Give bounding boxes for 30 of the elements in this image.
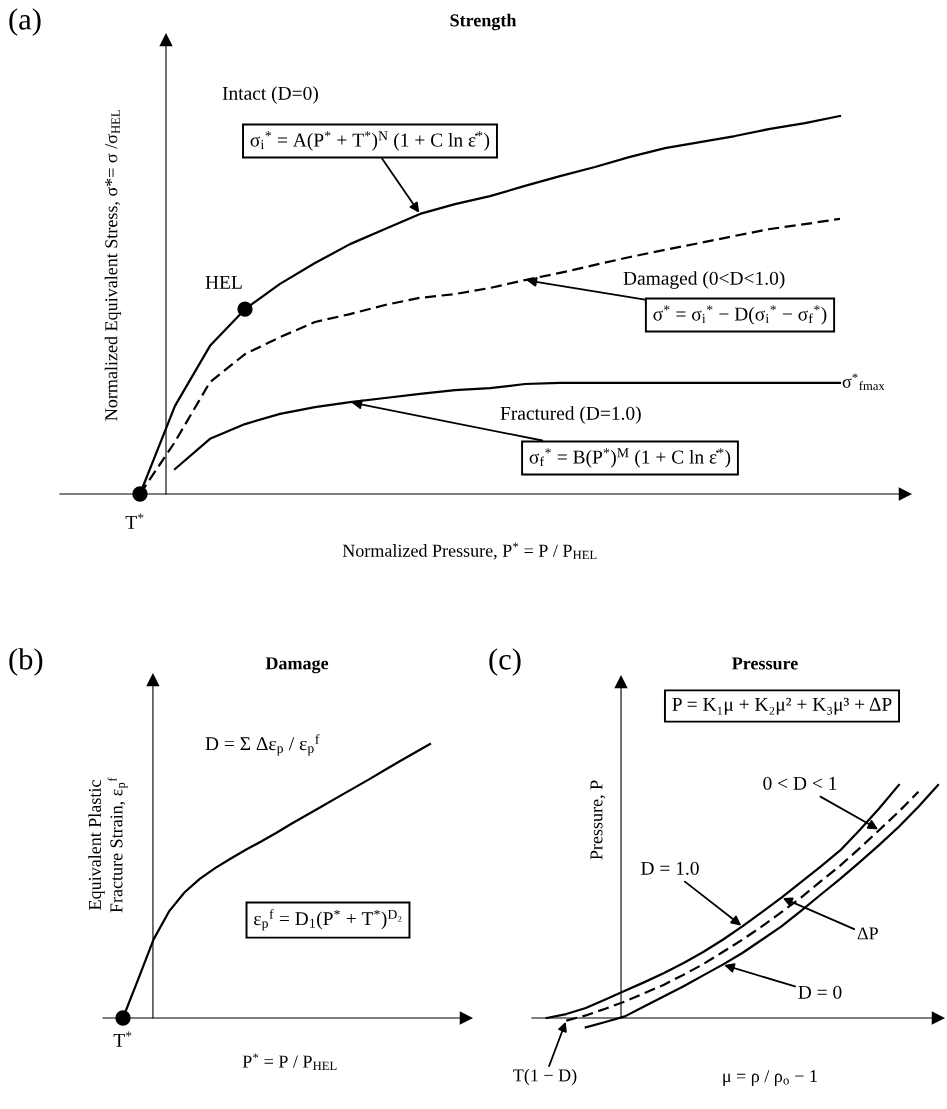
x-axis-title: μ = ρ / ρ$_{o}$ − 1 <box>723 1070 817 1086</box>
x-axis-title: Normalized Pressure, P$^{*}$ = P / P$_{HEL}$ <box>342 542 597 560</box>
text: T$^{*}$ <box>113 1031 132 1047</box>
annotation: ΔP <box>857 927 878 940</box>
annotation: σ$^{*}$$_{fmax}$ <box>842 373 885 391</box>
chart-title: Pressure <box>732 657 798 670</box>
text: Intact (D=0) <box>222 86 318 104</box>
text: P = K₁μ + K₂μ² + K₃μ³ + ΔP <box>672 697 892 715</box>
text: (a) <box>9 8 41 36</box>
text: σ$_{f}$$^{*}$ = B(P$^{*}$)$^{M}$ (1 + C ln ε̇$^{*}$) <box>529 448 731 468</box>
text: ε$_{p}$$^{f}$ = D$_{1}$(P$^{*}$ + T$^{*}$)$^{D₂}$ <box>254 909 402 931</box>
series-label: Damaged (0<D<1.0) <box>623 271 785 289</box>
y-axis-title: Equivalent Plastic Fracture Strain, ε$_{p}$$^{f}$ <box>88 777 128 913</box>
annotation: D = Σ Δε$_{p}$ / ε$_{p}$$^{f}$ <box>205 734 320 756</box>
text: (c) <box>489 648 521 676</box>
text: T$^{*}$ <box>125 513 144 529</box>
annotation: D = 0 <box>798 985 842 999</box>
text: σ$^{*}$ = σ$_{i}$$^{*}$ − D(σ$_{i}$$^{*}$ − σ$_{f}$$^{*}$) <box>653 305 827 325</box>
y-axis-title: Normalized Equivalent Stress, σ*= σ /σ$_{HEL}$ <box>104 110 122 421</box>
series-label: Fractured (D=1.0) <box>500 406 641 424</box>
annotation: D = 1.0 <box>641 861 699 875</box>
annotation: HEL <box>205 275 242 289</box>
chart-title: Damage <box>265 657 329 674</box>
x-axis-title: P$^{*}$ = P / P$_{HEL}$ <box>242 1053 337 1070</box>
text: (b) <box>9 648 43 676</box>
annotation: 0 < D < 1 <box>763 776 837 790</box>
chart-title: Strength <box>450 13 517 31</box>
y-axis-title: Pressure, P <box>590 780 606 860</box>
text: σ$_{i}$$^{*}$ = A(P$^{*}$ + T$^{*}$)$^{N}$ (1 + C ln ε̇$^{*}$) <box>250 131 490 151</box>
text: T(1 − D) <box>513 1068 577 1086</box>
